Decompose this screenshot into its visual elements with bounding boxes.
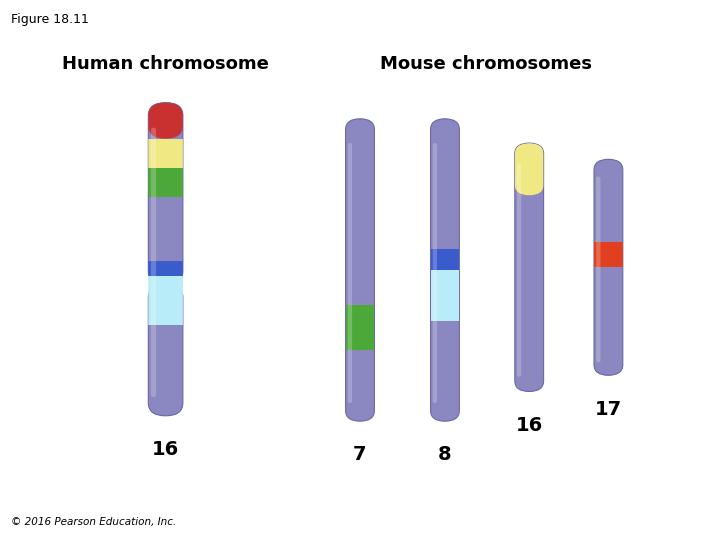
FancyBboxPatch shape <box>346 119 374 421</box>
Text: 16: 16 <box>516 416 543 435</box>
FancyBboxPatch shape <box>517 163 521 376</box>
FancyBboxPatch shape <box>515 143 544 195</box>
FancyBboxPatch shape <box>348 143 352 403</box>
Text: Human chromosome: Human chromosome <box>62 55 269 73</box>
Text: 16: 16 <box>152 440 179 459</box>
FancyBboxPatch shape <box>431 270 459 321</box>
FancyBboxPatch shape <box>433 143 437 403</box>
FancyBboxPatch shape <box>148 103 183 139</box>
FancyBboxPatch shape <box>594 242 623 267</box>
Text: Mouse chromosomes: Mouse chromosomes <box>380 55 592 73</box>
FancyBboxPatch shape <box>148 276 183 325</box>
Text: 7: 7 <box>354 446 366 464</box>
Text: © 2016 Pearson Education, Inc.: © 2016 Pearson Education, Inc. <box>11 516 176 526</box>
FancyBboxPatch shape <box>596 177 600 362</box>
FancyBboxPatch shape <box>148 261 183 276</box>
Text: Figure 18.11: Figure 18.11 <box>11 14 89 26</box>
FancyBboxPatch shape <box>151 127 156 397</box>
FancyBboxPatch shape <box>515 143 544 392</box>
FancyBboxPatch shape <box>156 277 176 291</box>
FancyBboxPatch shape <box>431 119 459 421</box>
FancyBboxPatch shape <box>148 139 183 168</box>
FancyBboxPatch shape <box>148 168 183 197</box>
Text: 17: 17 <box>595 400 622 419</box>
FancyBboxPatch shape <box>431 249 459 270</box>
FancyBboxPatch shape <box>594 159 623 375</box>
FancyBboxPatch shape <box>346 305 374 350</box>
FancyBboxPatch shape <box>148 103 183 284</box>
Text: 8: 8 <box>438 446 451 464</box>
FancyBboxPatch shape <box>148 284 183 416</box>
